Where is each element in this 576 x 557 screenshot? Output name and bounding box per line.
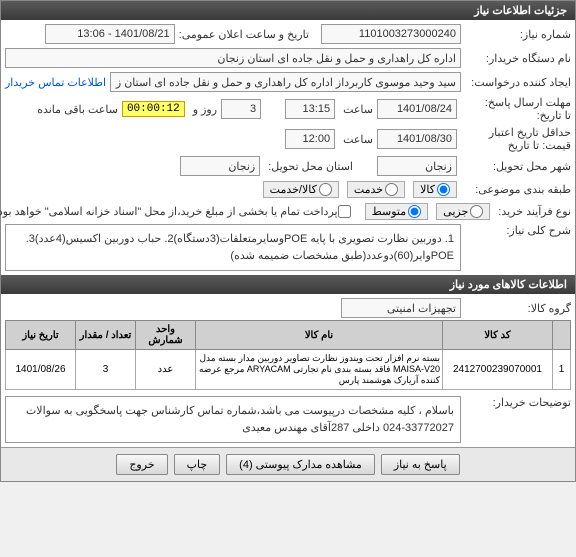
purchase-type-label: نوع فرآیند خرید: <box>494 205 571 218</box>
validity-label: حداقل تاریخ اعتبار قیمت: تا تاریخ <box>461 126 571 152</box>
details-panel: جزئیات اطلاعات نیاز شماره نیاز: تاریخ و … <box>0 0 576 482</box>
radio-goods[interactable]: کالا <box>413 181 457 198</box>
cell-unit: عدد <box>136 350 196 390</box>
reply-button[interactable]: پاسخ به نیاز <box>381 454 460 475</box>
buyer-note-box: باسلام ، کلیه مشخصات درپیوست می باشد،شما… <box>5 396 461 443</box>
cell-code: 2412700239070001 <box>443 350 553 390</box>
main-fields: شماره نیاز: تاریخ و ساعت اعلان عمومی: نا… <box>1 20 575 275</box>
col-date: تاریخ نیاز <box>6 321 76 350</box>
panel-title: جزئیات اطلاعات نیاز <box>1 1 575 20</box>
radio-service[interactable]: خدمت <box>347 181 405 198</box>
button-bar: پاسخ به نیاز مشاهده مدارک پیوستی (4) چاپ… <box>1 447 575 481</box>
need-desc-box: 1. دوربین نظارت تصویری با پایه POEوسایرم… <box>5 224 461 271</box>
need-no-label: شماره نیاز: <box>461 28 571 41</box>
validity-date <box>377 129 457 149</box>
need-no-value <box>321 24 461 44</box>
table-header-row: کد کالا نام کالا واحد شمارش تعداد / مقدا… <box>6 321 571 350</box>
radio-small[interactable]: جزیی <box>436 203 490 220</box>
delivery-city <box>377 156 457 176</box>
attachments-button[interactable]: مشاهده مدارک پیوستی (4) <box>226 454 375 475</box>
items-header: اطلاعات کالاهای مورد نیاز <box>1 275 575 294</box>
time-label-1: ساعت <box>339 103 373 116</box>
cell-idx: 1 <box>553 350 571 390</box>
close-button[interactable]: خروج <box>116 454 167 475</box>
delivery-city-label: شهر محل تحویل: <box>461 160 571 173</box>
category-radio-group: کالا خدمت کالا/خدمت <box>263 181 457 198</box>
announce-value <box>45 24 175 44</box>
radio-medium[interactable]: متوسط <box>365 203 429 220</box>
purchase-radio-group: جزیی متوسط <box>365 203 491 220</box>
validity-time <box>285 129 335 149</box>
group-label: گروه کالا: <box>461 302 571 315</box>
delivery-prov-label: استان محل تحویل: <box>264 160 353 173</box>
col-qty: تعداد / مقدار <box>76 321 136 350</box>
col-idx <box>553 321 571 350</box>
radio-goods-service[interactable]: کالا/خدمت <box>263 181 339 198</box>
buyer-contact-link[interactable]: اطلاعات تماس خریدار <box>5 76 106 89</box>
days-count <box>221 99 261 119</box>
col-unit: واحد شمارش <box>136 321 196 350</box>
day-and-label: روز و <box>189 103 217 116</box>
countdown-timer: 00:00:12 <box>122 101 185 117</box>
treasury-checkbox[interactable] <box>338 205 351 218</box>
remain-label: ساعت باقی مانده <box>33 103 118 116</box>
cell-name: بسته نرم افزار تحت ویندوز نظارت تصاویر د… <box>196 350 443 390</box>
requester-label: ایجاد کننده درخواست: <box>461 76 571 89</box>
col-name: نام کالا <box>196 321 443 350</box>
items-table: کد کالا نام کالا واحد شمارش تعداد / مقدا… <box>5 320 571 390</box>
need-desc-label: شرح کلی نیاز: <box>461 224 571 237</box>
cell-qty: 3 <box>76 350 136 390</box>
treasury-note[interactable]: پرداخت تمام یا بخشی از مبلغ خرید،از محل … <box>0 205 351 218</box>
deadline-time <box>285 99 335 119</box>
group-value <box>341 298 461 318</box>
cell-date: 1401/08/26 <box>6 350 76 390</box>
requester-value <box>110 72 461 92</box>
table-row[interactable]: 1 2412700239070001 بسته نرم افزار تحت وی… <box>6 350 571 390</box>
org-label: نام دستگاه خریدار: <box>461 52 571 65</box>
time-label-2: ساعت <box>339 133 373 146</box>
delivery-prov <box>180 156 260 176</box>
col-code: کد کالا <box>443 321 553 350</box>
budget-label: طبقه بندی موضوعی: <box>461 183 571 196</box>
announce-label: تاریخ و ساعت اعلان عمومی: <box>175 28 309 41</box>
deadline-date <box>377 99 457 119</box>
print-button[interactable]: چاپ <box>174 454 221 475</box>
org-value <box>5 48 461 68</box>
deadline-label: مهلت ارسال پاسخ: تا تاریخ: <box>461 96 571 122</box>
buyer-note-label: توضیحات خریدار: <box>461 396 571 409</box>
